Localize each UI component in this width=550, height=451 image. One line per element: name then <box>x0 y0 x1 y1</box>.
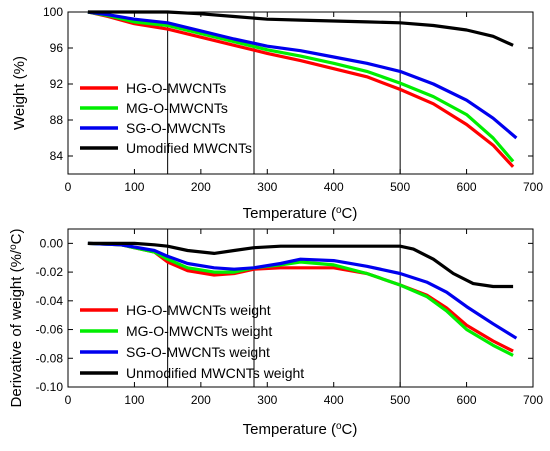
weight-chart: 0 100 200 300 400 500 600 700 84 88 92 96 100 HG-O-… <box>11 5 543 222</box>
weight-series-lines <box>87 10 518 168</box>
derivative-series-line-2 <box>87 241 514 357</box>
derivative-y-tick-label: -0.06 <box>36 323 64 337</box>
weight-y-tick-label: 100 <box>43 5 63 19</box>
derivative-y-tick-label: -0.10 <box>36 380 64 394</box>
derivative-y-tick-label: 0.00 <box>40 236 64 250</box>
weight-x-tick-label: 500 <box>390 180 410 194</box>
derivative-legend-label-1: HG-O-MWCNTs weight <box>126 302 271 318</box>
weight-x-tick-label: 0 <box>65 180 72 194</box>
weight-x-tick-label: 600 <box>457 180 477 194</box>
weight-series-line-1 <box>87 10 515 168</box>
weight-legend: HG-O-MWCNTs MG-O-MWCNTs SG-O-MWCNTs Umodifi… <box>80 80 252 156</box>
weight-y-axis-label: Weight (%) <box>11 56 28 130</box>
weight-y-tick-label: 92 <box>50 77 64 91</box>
weight-y-ticks: 84 88 92 96 100 <box>43 5 533 163</box>
derivative-x-tick-label: 400 <box>324 393 344 407</box>
weight-vertical-lines <box>167 12 401 174</box>
derivative-series-line-4 <box>87 241 514 289</box>
weight-x-tick-label: 200 <box>191 180 211 194</box>
weight-series-line-4 <box>87 10 514 47</box>
derivative-series-line-3 <box>87 241 518 340</box>
weight-x-ticks: 0 100 200 300 400 500 600 700 <box>65 12 543 194</box>
derivative-x-tick-label: 200 <box>191 393 211 407</box>
derivative-x-tick-label: 500 <box>390 393 410 407</box>
weight-series-line-2 <box>87 10 515 163</box>
derivative-legend-label-4: Unmodified MWCNTs weight <box>126 365 304 381</box>
weight-y-tick-label: 96 <box>50 41 64 55</box>
derivative-chart: 0 100 200 300 400 500 600 700 0.00 -0.02 -0.04 -0.… <box>8 228 543 438</box>
derivative-x-axis-label: Temperature (oC) <box>243 421 358 438</box>
weight-x-axis-label: Temperature (oC) <box>243 205 358 222</box>
derivative-x-tick-label: 600 <box>457 393 477 407</box>
weight-legend-label-3: SG-O-MWCNTs <box>126 120 226 136</box>
derivative-plot-frame <box>67 228 534 388</box>
weight-legend-label-1: HG-O-MWCNTs <box>126 80 226 96</box>
derivative-series-line-1 <box>87 241 514 353</box>
derivative-x-tick-label: 0 <box>65 393 72 407</box>
derivative-x-ticks: 0 100 200 300 400 500 600 700 <box>65 229 543 407</box>
weight-y-tick-label: 84 <box>50 149 64 163</box>
derivative-y-ticks: 0.00 -0.02 -0.04 -0.06 -0.08 -0.10 <box>36 236 533 394</box>
weight-x-tick-label: 100 <box>124 180 144 194</box>
weight-x-tick-label: 400 <box>324 180 344 194</box>
derivative-y-axis-label: Derivative of weight (%/oC) <box>8 229 25 408</box>
weight-plot-frame <box>67 11 534 175</box>
derivative-x-tick-label: 700 <box>523 393 543 407</box>
derivative-y-tick-label: -0.08 <box>36 351 64 365</box>
weight-x-tick-label: 700 <box>523 180 543 194</box>
derivative-legend: HG-O-MWCNTs weight MG-O-MWCNTs weight SG-O… <box>80 302 304 381</box>
derivative-y-tick-label: -0.02 <box>36 265 64 279</box>
derivative-legend-label-2: MG-O-MWCNTs weight <box>126 323 272 339</box>
weight-series-line-3 <box>87 10 518 140</box>
derivative-series-lines <box>87 241 518 357</box>
weight-x-tick-label: 300 <box>257 180 277 194</box>
derivative-legend-label-3: SG-O-MWCNTs weight <box>126 344 270 360</box>
derivative-x-tick-label: 300 <box>257 393 277 407</box>
derivative-x-tick-label: 100 <box>124 393 144 407</box>
derivative-y-tick-label: -0.04 <box>36 294 64 308</box>
weight-legend-label-2: MG-O-MWCNTs <box>126 100 228 116</box>
weight-y-tick-label: 88 <box>50 113 64 127</box>
weight-legend-label-4: Umodified MWCNTs <box>126 140 252 156</box>
